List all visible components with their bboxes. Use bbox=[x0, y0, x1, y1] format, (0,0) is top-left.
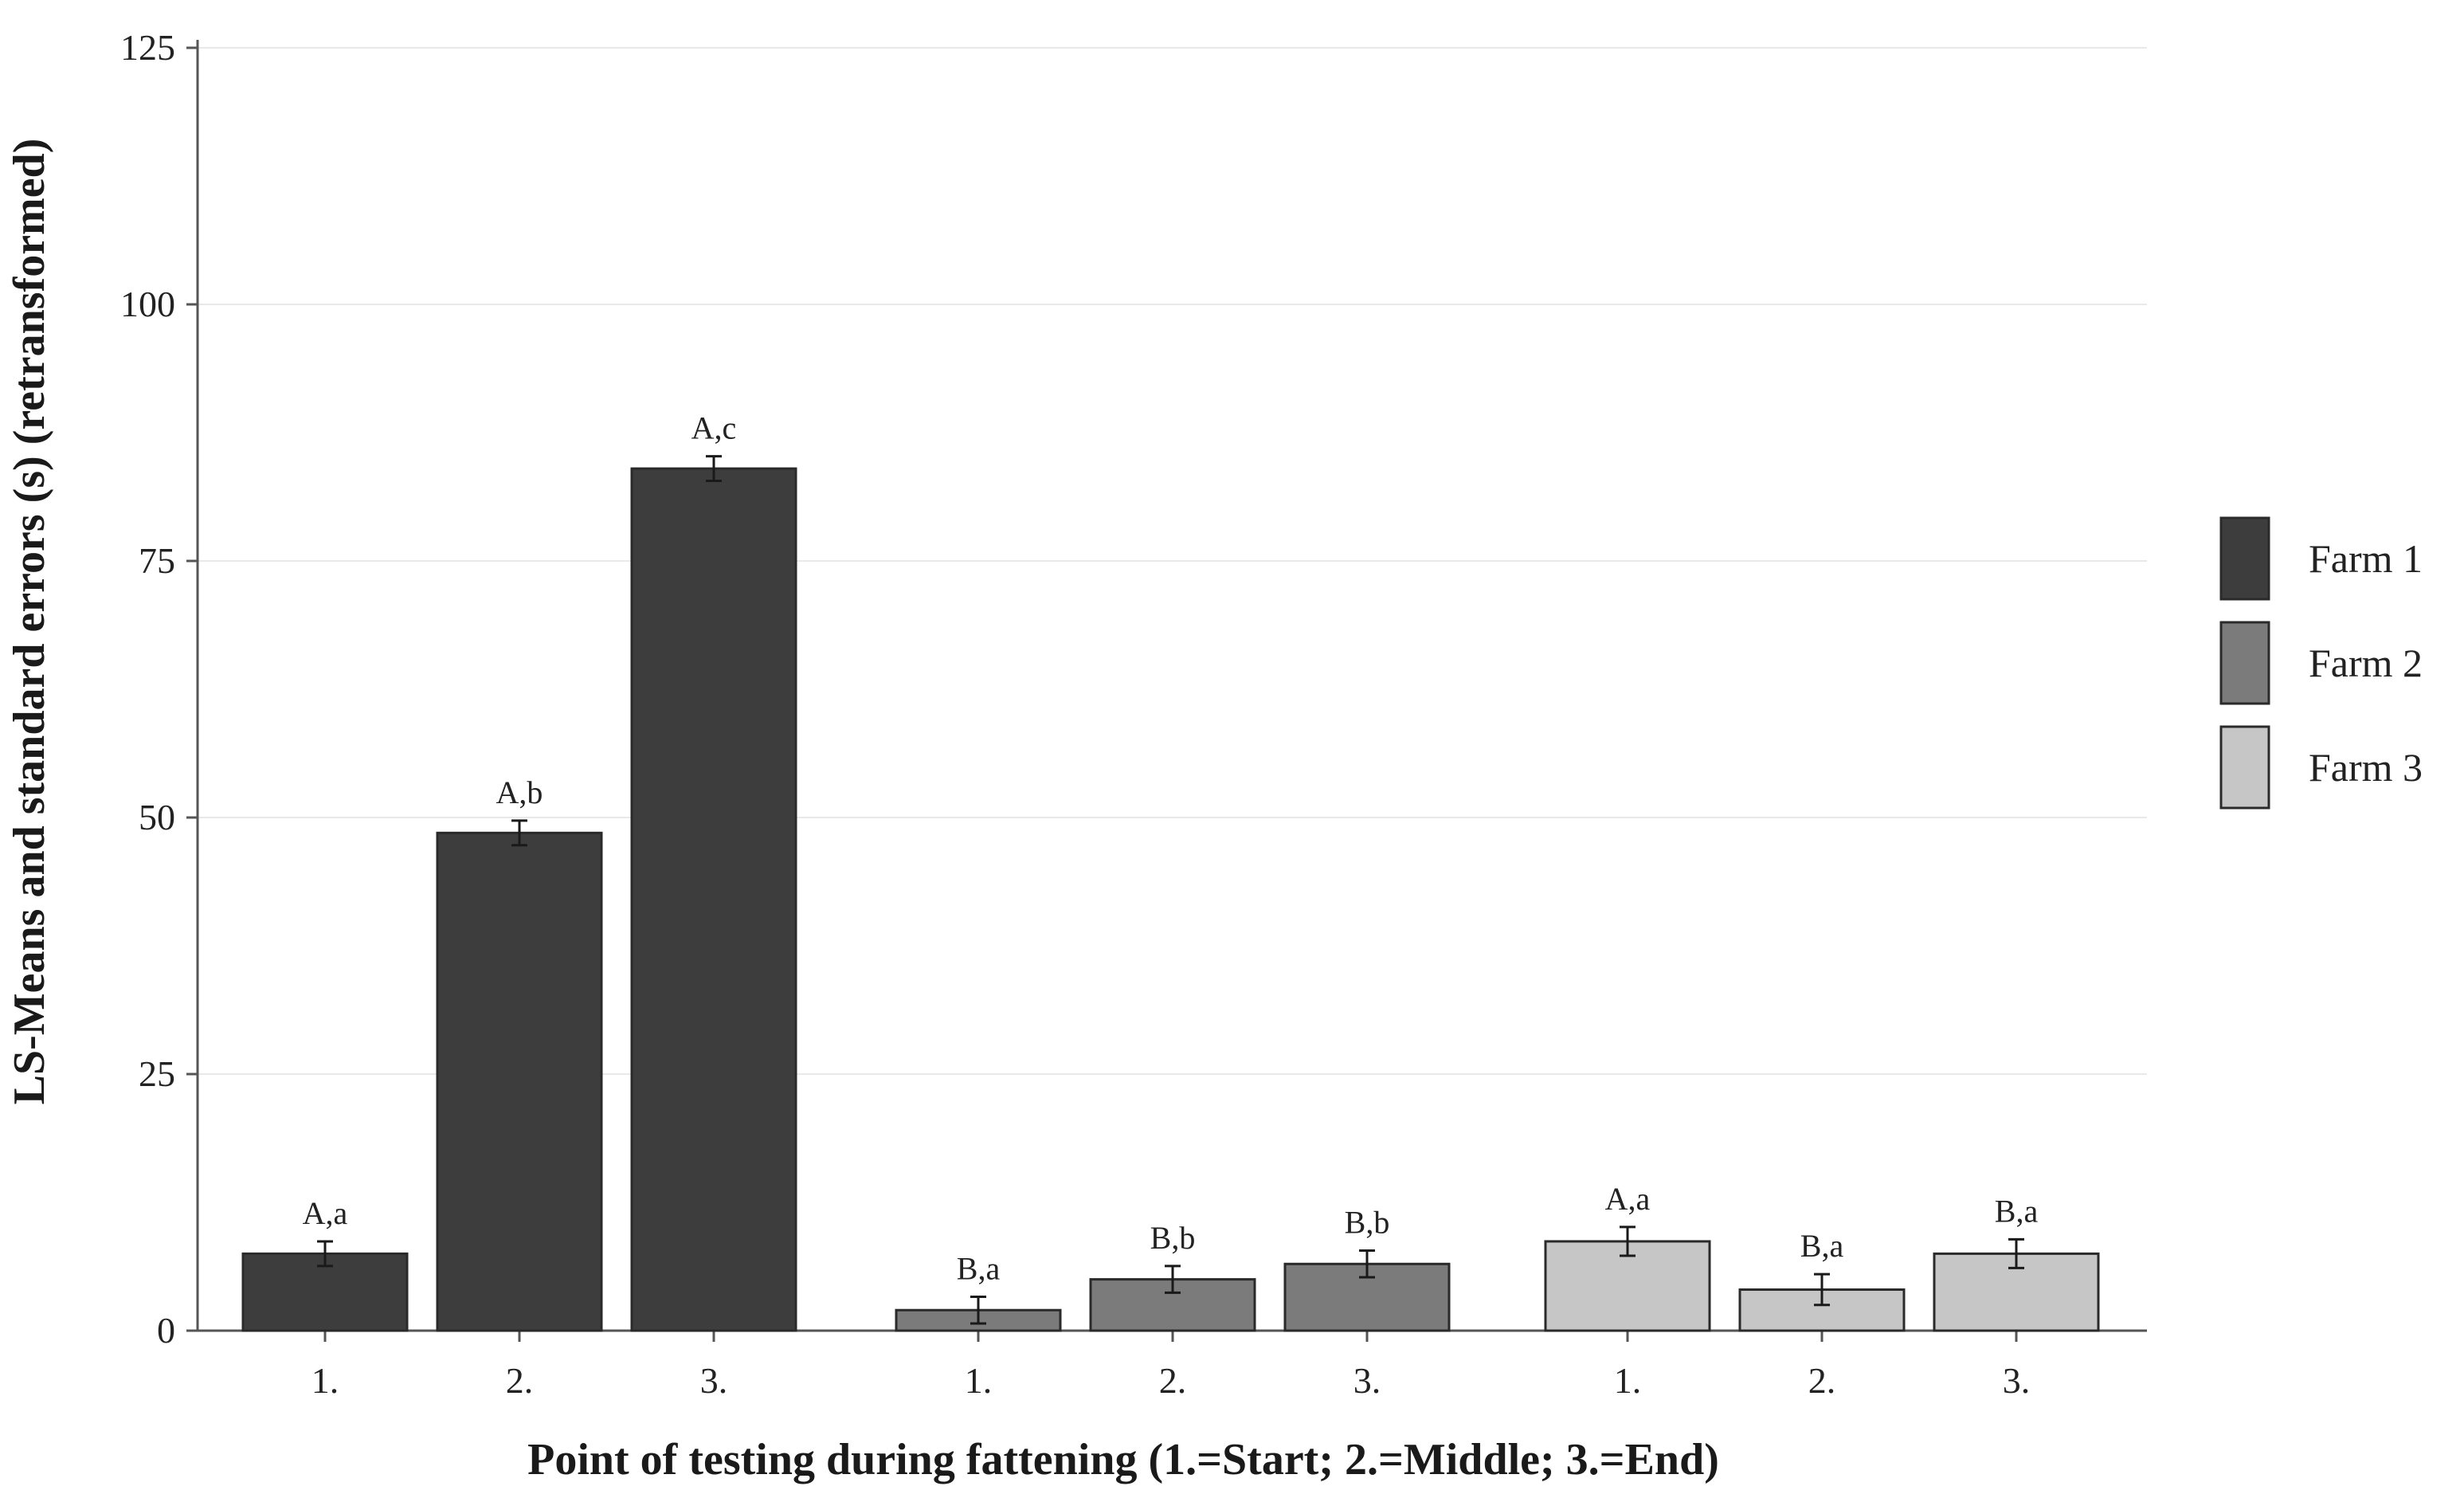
x-tick-label: 2. bbox=[1808, 1360, 1836, 1401]
bar bbox=[436, 831, 603, 1332]
x-tick-label: 3. bbox=[2003, 1360, 2031, 1401]
significance-label: A,c bbox=[691, 410, 737, 446]
significance-label: A,a bbox=[1605, 1181, 1651, 1217]
y-tick-label: 100 bbox=[120, 284, 175, 324]
legend-label: Farm 2 bbox=[2309, 641, 2423, 685]
gridlines bbox=[198, 47, 2147, 1075]
y-tick-label: 0 bbox=[157, 1310, 175, 1351]
x-axis-title: Point of testing during fattening (1.=St… bbox=[527, 1435, 1719, 1484]
legend-swatch bbox=[2219, 725, 2270, 810]
x-tick-label: 1. bbox=[965, 1360, 993, 1401]
x-tick-label: 1. bbox=[1614, 1360, 1642, 1401]
significance-label: A,b bbox=[496, 774, 543, 810]
legend-swatch bbox=[2219, 621, 2270, 705]
axes: 0 25 50 75 100 125 1. 2. 3. 1. 2. 3. 1. 2. 3. bbox=[120, 27, 2147, 1401]
y-tick-label: 125 bbox=[120, 27, 175, 68]
significance-label: B,a bbox=[1800, 1228, 1844, 1264]
bar bbox=[630, 467, 797, 1332]
legend-label: Farm 3 bbox=[2309, 745, 2423, 790]
y-axis-title: LS-Means and standard errors (s) (retran… bbox=[5, 139, 54, 1105]
x-tick-label: 3. bbox=[700, 1360, 728, 1401]
y-tick-label: 75 bbox=[139, 540, 175, 581]
significance-label: B,a bbox=[957, 1250, 1001, 1286]
y-tick-label: 25 bbox=[139, 1053, 175, 1094]
significance-label: A,a bbox=[303, 1195, 348, 1231]
legend-swatch bbox=[2219, 516, 2270, 601]
significance-label: B,a bbox=[1995, 1193, 2039, 1229]
x-tick-label: 3. bbox=[1353, 1360, 1381, 1401]
legend-label: Farm 1 bbox=[2309, 536, 2423, 581]
x-tick-label: 1. bbox=[311, 1360, 339, 1401]
significance-label: B,b bbox=[1345, 1205, 1390, 1241]
bars bbox=[241, 455, 2100, 1332]
x-tick-label: 2. bbox=[506, 1360, 534, 1401]
significance-label: B,b bbox=[1150, 1220, 1196, 1256]
x-tick-label: 2. bbox=[1159, 1360, 1187, 1401]
legend: Farm 1 Farm 2 Farm 3 bbox=[2219, 516, 2423, 810]
labels: A,a A,b A,c B,a B,b B,b A,a B,a B,a bbox=[303, 410, 2039, 1287]
y-tick-label: 50 bbox=[139, 797, 175, 837]
